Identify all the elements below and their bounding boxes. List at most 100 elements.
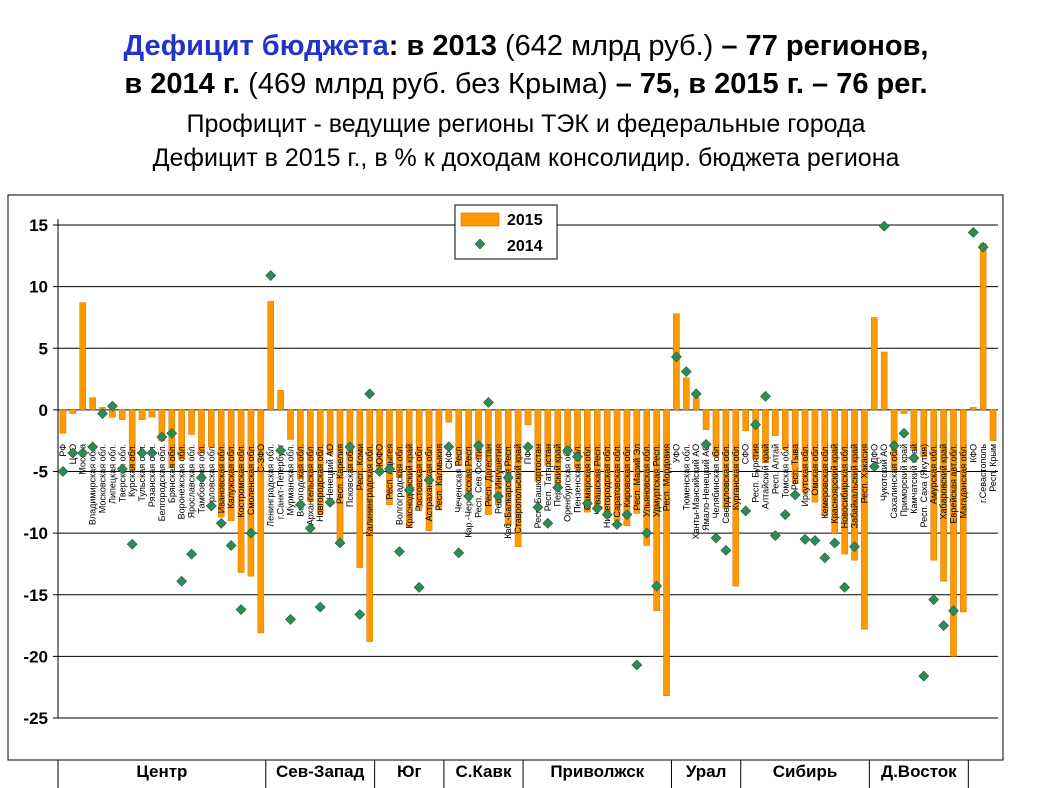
marker-2014 <box>621 509 633 521</box>
bar-2015 <box>326 409 334 455</box>
marker-2014 <box>67 447 79 459</box>
bar-2015 <box>910 409 918 451</box>
category-label: ДФО <box>869 444 879 464</box>
category-label: Ямало-Ненецкий АО <box>701 444 711 531</box>
bar-2015 <box>485 409 492 515</box>
y-tick-label: 15 <box>29 216 48 235</box>
marker-2014 <box>502 472 514 484</box>
bar-2015 <box>920 409 928 457</box>
category-label: Ставропольский край <box>513 444 523 534</box>
category-label: Белгородская обл. <box>157 444 167 522</box>
category-label: Красноярский край <box>830 444 840 524</box>
title-counts: – 75, в 2015 г. – 76 рег. <box>615 68 928 100</box>
marker-2014 <box>413 581 425 593</box>
category-label: С-ЗФО <box>256 444 266 473</box>
category-label: Новгородская обл. <box>315 444 325 522</box>
marker-2014 <box>245 527 257 539</box>
marker-2014 <box>453 547 465 559</box>
category-label: Иркутская обл. <box>800 444 810 507</box>
bar-2015 <box>188 409 195 435</box>
title-2013-amount: (642 млрд руб.) <box>496 30 722 62</box>
category-label: Чеченская Респ. <box>454 444 464 513</box>
category-label: Оренбургская обл. <box>563 444 573 522</box>
bar-2015 <box>742 409 749 432</box>
bar-2015 <box>851 409 858 561</box>
marker-2014 <box>384 463 395 475</box>
y-tick-label: -10 <box>23 524 48 543</box>
bar-2015 <box>247 409 255 577</box>
category-label: Омская обл. <box>810 444 820 496</box>
title-line-1: Дефицит бюджета: в 2013 (642 млрд руб.) … <box>0 28 1052 64</box>
marker-2014 <box>888 440 900 452</box>
bar-2015 <box>445 409 453 423</box>
marker-2014 <box>720 544 732 556</box>
category-label: Калужская обл. <box>226 444 236 509</box>
marker-2014 <box>473 440 484 452</box>
marker-2014 <box>750 419 762 431</box>
category-label: Респ. Башкортостан <box>533 444 543 529</box>
marker-2014 <box>789 489 801 501</box>
category-label: г.Севастополь <box>978 444 988 503</box>
marker-2014 <box>928 594 940 606</box>
bar-2015 <box>297 409 304 480</box>
title-2014-amount: (469 млрд руб. без Крыма) <box>240 68 616 100</box>
marker-2014 <box>97 408 108 419</box>
bar-2015 <box>762 409 769 464</box>
marker-2014 <box>948 605 959 617</box>
bar-2015 <box>425 409 433 531</box>
legend-marker-2014 <box>474 238 486 250</box>
y-tick-label: -15 <box>23 586 48 605</box>
bar-2015 <box>69 409 77 414</box>
marker-2014 <box>562 445 574 456</box>
category-label: Респ. Калмыкия <box>434 444 444 511</box>
bar-2015 <box>623 409 631 526</box>
bar-2015 <box>801 409 809 493</box>
bar-2015 <box>227 409 235 522</box>
marker-2014 <box>166 427 178 439</box>
marker-2014 <box>324 496 336 508</box>
marker-2014 <box>938 620 950 631</box>
category-label: Ивановская обл. <box>216 444 226 513</box>
category-label: Ростовская обл. <box>414 444 424 511</box>
bar-2015 <box>683 377 690 411</box>
category-label: Респ. Марий Эл <box>632 444 642 511</box>
category-label: Респ. Крым <box>988 444 998 492</box>
bar-2015 <box>208 409 215 448</box>
bar-2015 <box>148 409 156 418</box>
marker-2014 <box>136 447 148 459</box>
bar-2015 <box>59 409 67 434</box>
category-label: Вологодская обл. <box>295 444 305 517</box>
category-label: Мурманская обл. <box>286 444 296 516</box>
bar-2015 <box>871 317 878 411</box>
bar-2015 <box>534 409 542 482</box>
category-label: Чукотский АО <box>879 444 889 501</box>
bar-2015 <box>316 409 324 515</box>
group-label: Приволжск <box>550 762 644 781</box>
marker-2014 <box>641 527 653 539</box>
marker-2014 <box>581 498 593 509</box>
category-label: УФО <box>671 444 681 463</box>
marker-2014 <box>374 466 386 477</box>
category-label: Тюменская обл. <box>681 444 691 510</box>
category-label: Кемеровская обл. <box>820 444 830 519</box>
category-label: Камчатский край <box>909 444 919 514</box>
category-label: Брянская обл. <box>167 444 177 503</box>
category-label: Респ. Хакасия <box>859 444 869 504</box>
bar-2015 <box>979 243 987 411</box>
bar-2015 <box>267 301 275 411</box>
bar-2015 <box>386 409 393 505</box>
category-label: ЮФО <box>375 444 385 467</box>
marker-2014 <box>393 546 405 558</box>
category-label: СКФО <box>444 444 454 469</box>
bar-2015 <box>880 351 888 411</box>
title-deficit: Дефицит бюджета <box>123 30 389 62</box>
marker-2014 <box>463 490 475 502</box>
bar-2015 <box>277 389 284 411</box>
bar-2015 <box>960 409 967 613</box>
bar-2015 <box>89 397 96 411</box>
y-tick-label: 5 <box>39 339 48 358</box>
category-label: Смоленская обл. <box>246 444 256 515</box>
category-label: Костромская обл. <box>236 444 246 518</box>
marker-2014 <box>364 388 376 400</box>
